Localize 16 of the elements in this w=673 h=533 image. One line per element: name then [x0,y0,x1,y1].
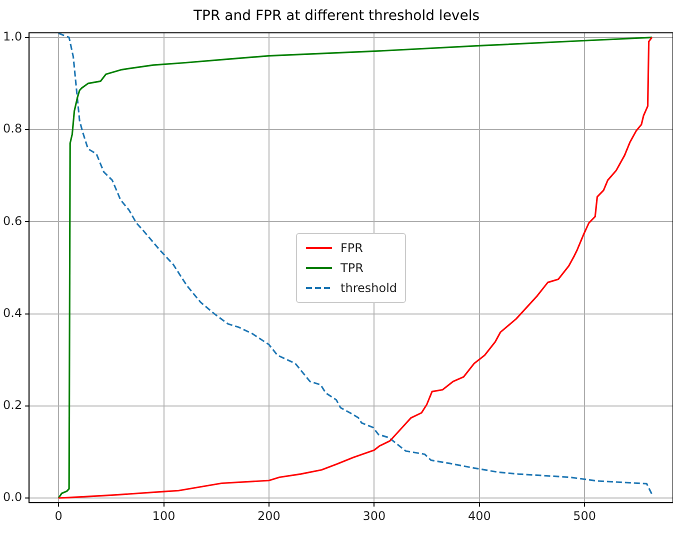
x-tick-label: 200 [258,508,280,523]
legend-label: FPR [340,240,364,255]
x-tick-label: 300 [362,508,386,523]
y-tick-label: 0.6 [2,214,22,228]
legend-label: threshold [340,280,398,295]
x-tick-label: 0 [54,508,62,523]
y-tick-label: 1.0 [2,30,22,44]
y-tick-label: 0.0 [2,490,22,504]
legend-label: TPR [340,260,364,275]
x-tick-label: 400 [468,508,491,523]
x-tick-label: 100 [152,508,176,523]
y-tick-label: 0.8 [2,122,22,136]
x-tick-label: 500 [573,508,596,523]
y-tick-label: 0.2 [2,398,22,412]
chart-title: TPR and FPR at different threshold levels [192,8,480,24]
y-tick-label: 0.4 [2,306,22,320]
